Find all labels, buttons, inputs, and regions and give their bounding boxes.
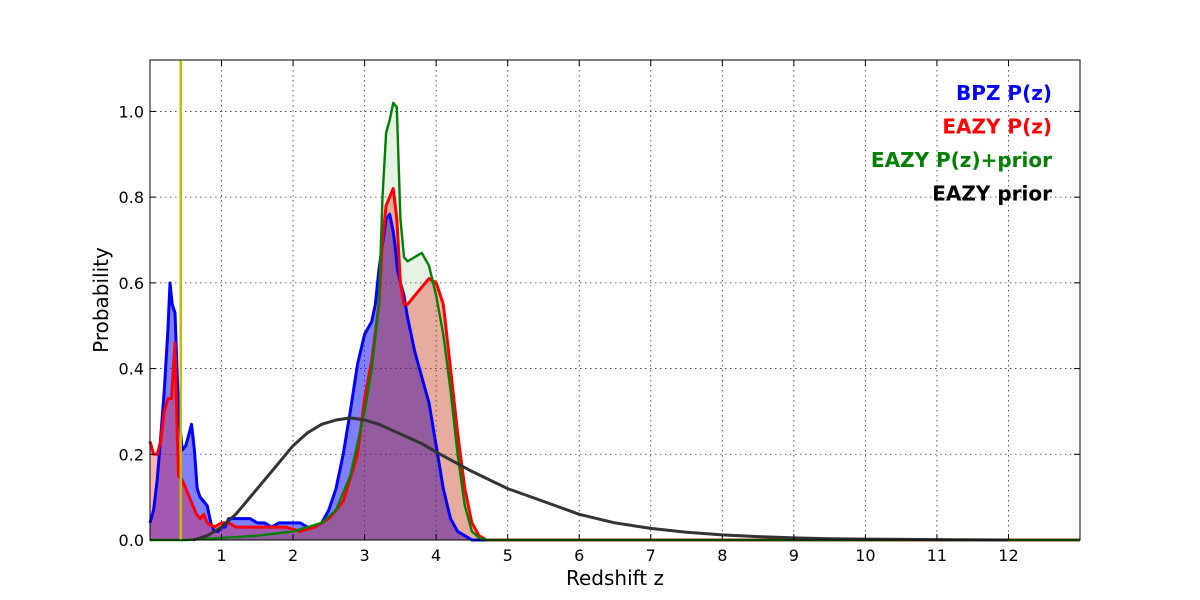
- x-tick-label: 12: [998, 546, 1018, 565]
- x-axis-label: Redshift z: [566, 566, 664, 590]
- legend-entry-bpz-p-z: BPZ P(z): [956, 81, 1052, 105]
- legend: BPZ P(z) EAZY P(z) EAZY P(z)+prior EAZY pri…: [871, 81, 1052, 206]
- series-fill-bpz-p-z: [150, 214, 1080, 541]
- x-tick-label: 10: [855, 546, 875, 565]
- legend-entry-eazy-p-z: EAZY P(z): [942, 115, 1052, 139]
- tick-labels: 1 2 3 4 5 6 7 8 9 10 11 120.00.20.40.60.81.0: [119, 102, 1019, 565]
- legend-entry-eazy-p-z-prior: EAZY P(z)+prior: [871, 148, 1052, 172]
- y-tick-label: 0.2: [119, 445, 144, 464]
- x-tick-label: 6: [574, 546, 584, 565]
- x-tick-label: 8: [717, 546, 727, 565]
- x-tick-label: 4: [431, 546, 441, 565]
- y-axis-label: Probability: [89, 247, 113, 353]
- series-fill-eazy-p-z: [150, 188, 1080, 540]
- series-line-eazy-prior: [192, 416, 1009, 542]
- plot-frame: [149, 59, 1081, 541]
- x-tick-label: 3: [360, 546, 370, 565]
- x-tick-label: 7: [646, 546, 656, 565]
- grid: [150, 60, 1080, 540]
- series-line-eazy-p-z: [148, 187, 1080, 542]
- y-tick-label: 0.8: [119, 188, 144, 207]
- ticks: [150, 60, 1080, 541]
- x-tick-label: 5: [503, 546, 513, 565]
- series-line-bpz-p-z: [148, 212, 1080, 542]
- y-tick-label: 0.0: [119, 531, 144, 550]
- y-tick-label: 1.0: [119, 102, 144, 121]
- y-tick-label: 0.4: [119, 360, 144, 379]
- x-tick-label: 2: [288, 546, 298, 565]
- x-tick-label: 1: [216, 546, 226, 565]
- legend-entry-eazy-prior: EAZY prior: [932, 182, 1052, 206]
- y-tick-label: 0.6: [119, 274, 144, 293]
- x-tick-label: 11: [927, 546, 947, 565]
- x-tick-label: 9: [789, 546, 799, 565]
